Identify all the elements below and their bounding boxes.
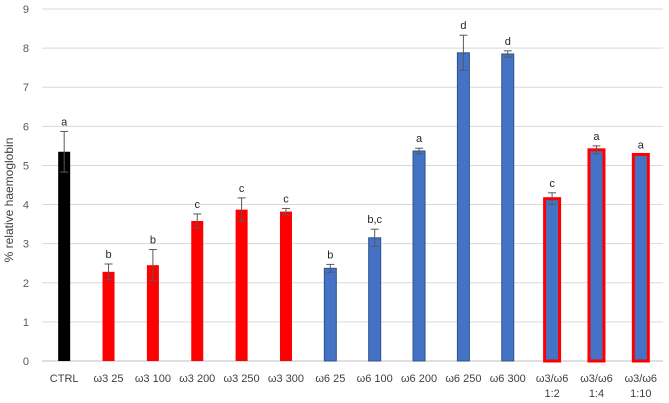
significance-label-1: b [105, 249, 111, 261]
x-tick-label-7: ω6 100 [357, 373, 393, 385]
bar-6 [323, 267, 337, 362]
bar-7 [368, 237, 382, 362]
y-tick-label: 3 [23, 239, 29, 251]
y-tick-label: 7 [23, 82, 29, 94]
y-tick-label: 0 [23, 356, 29, 368]
x-tick-label-4: ω3 250 [224, 373, 260, 385]
x-tick-label-0: CTRL [50, 373, 79, 385]
significance-label-11: c [549, 178, 555, 190]
significance-label-10: d [505, 36, 511, 48]
y-tick-label: 9 [23, 4, 29, 16]
bar-0 [58, 151, 71, 361]
bar-13 [631, 152, 650, 363]
x-tick-label-3: ω3 200 [179, 373, 215, 385]
y-tick-label: 2 [23, 278, 29, 290]
significance-label-9: d [460, 20, 466, 32]
bar-10 [501, 53, 515, 362]
y-tick-label: 1 [23, 317, 29, 329]
y-axis-title: % relative haemoglobin [2, 138, 16, 263]
significance-label-13: a [638, 139, 645, 151]
x-tick-label-13: 1:10 [630, 388, 651, 400]
significance-label-12: a [593, 131, 600, 143]
significance-label-3: c [195, 199, 201, 211]
x-tick-label-1: ω3 25 [94, 373, 124, 385]
bar-2 [146, 265, 159, 361]
error-bars [60, 34, 601, 282]
x-tick-label-11: ω3/ω6 [536, 373, 568, 385]
significance-label-6: b [327, 249, 333, 261]
bars [58, 52, 650, 363]
bar-1 [102, 271, 115, 361]
labels: 0 1 2 3 4 5 6 7 8 9 a CTRL b ω3 25 b ω3 100 c ω3 200 c ω3 2… [23, 4, 657, 400]
y-tick-label: 4 [23, 200, 29, 212]
significance-label-0: a [61, 116, 68, 128]
significance-label-7: b,c [367, 214, 382, 226]
significance-label-8: a [416, 133, 423, 145]
significance-label-4: c [239, 183, 245, 195]
bar-3 [191, 220, 204, 361]
x-tick-label-11: 1:2 [544, 388, 559, 400]
x-tick-label-12: 1:4 [589, 388, 604, 400]
y-tick-label: 5 [23, 160, 29, 172]
x-tick-label-12: ω3/ω6 [580, 373, 612, 385]
bar-9 [456, 52, 470, 362]
bar-12 [587, 148, 606, 363]
bar-11 [543, 197, 562, 363]
x-tick-label-6: ω6 25 [315, 373, 345, 385]
y-tick-label: 6 [23, 121, 29, 133]
bar-5 [279, 211, 292, 361]
x-tick-label-13: ω3/ω6 [625, 373, 657, 385]
x-tick-label-10: ω6 300 [490, 373, 526, 385]
x-tick-label-9: ω6 250 [445, 373, 481, 385]
significance-label-2: b [150, 235, 156, 247]
x-tick-label-2: ω3 100 [135, 373, 171, 385]
y-tick-label: 8 [23, 43, 29, 55]
gridlines [42, 8, 663, 362]
significance-label-5: c [283, 193, 289, 205]
x-tick-label-5: ω3 300 [268, 373, 304, 385]
bar-8 [412, 150, 426, 362]
x-tick-label-8: ω6 200 [401, 373, 437, 385]
bar-4 [235, 209, 248, 361]
